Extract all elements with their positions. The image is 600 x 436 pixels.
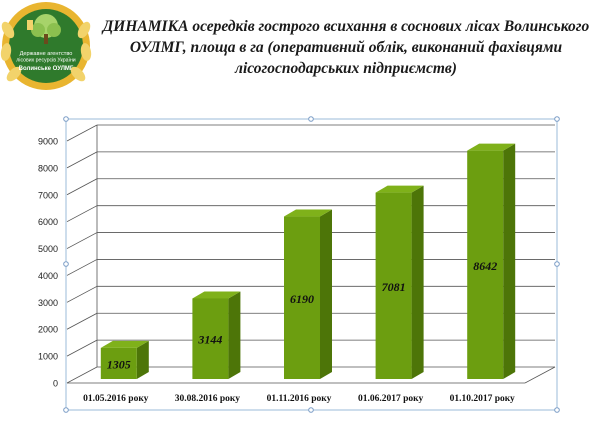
side-gridline-1 (66, 339, 98, 357)
bar-side-0 (136, 340, 149, 379)
floor-right-line (524, 366, 556, 384)
y-tick-label-9: 9000 (38, 137, 58, 147)
x-tick-label-3: 01.06.2017 року (358, 394, 423, 404)
page-title: ДИНАМІКА осередків гострого всихання в с… (98, 16, 594, 79)
bar-chart: 0 1000 2000 3000 4000 5000 6000 7000 8000 9000 13… (38, 116, 560, 413)
bar-front-4 (467, 150, 504, 379)
x-tick-label-2: 01.11.2016 року (267, 394, 332, 404)
data-label-2: 6190 (290, 292, 314, 306)
frame-handle-7 (308, 407, 314, 413)
side-gridline-9 (66, 124, 98, 142)
y-axis-ticks: 0 1000 2000 3000 4000 5000 6000 7000 8000 9000 (38, 137, 58, 389)
side-gridline-3 (66, 285, 98, 303)
y-tick-label-0: 0 (53, 379, 58, 389)
bar-top-2 (284, 209, 332, 217)
data-label-3: 7081 (382, 280, 406, 294)
bar-top-0 (100, 340, 149, 348)
bar-top-4 (467, 143, 516, 151)
bar-3 (375, 185, 424, 379)
frame-handle-3 (554, 407, 560, 413)
logo-line-3: Волинське ОУЛМГ (19, 66, 74, 72)
bar-2 (284, 209, 332, 379)
bar-top-3 (375, 185, 424, 193)
side-gridline-0 (66, 366, 98, 384)
frame-handle-0 (63, 116, 69, 122)
data-label-4: 8642 (473, 259, 497, 273)
bar-front-1 (192, 298, 229, 379)
x-tick-label-1: 30.08.2016 року (175, 394, 240, 404)
y-tick-label-1: 1000 (38, 352, 58, 362)
y-tick-label-6: 6000 (38, 217, 58, 227)
bar-side-3 (411, 185, 424, 379)
bar-side-2 (320, 209, 332, 379)
agency-logo: Державне агентство лісових ресурсів Укра… (0, 0, 93, 93)
y-tick-label-2: 2000 (38, 325, 58, 335)
chart-bars (100, 143, 516, 379)
x-tick-label-0: 01.05.2016 року (83, 394, 148, 404)
side-gridline-8 (66, 151, 98, 169)
y-tick-label-8: 8000 (38, 163, 58, 173)
side-gridline-4 (66, 259, 98, 276)
x-tick-label-4: 01.10.2017 року (450, 394, 515, 404)
frame-handle-6 (308, 116, 314, 122)
x-axis-ticks: 01.05.2016 року 30.08.2016 року 01.11.2016… (83, 394, 515, 404)
chart-frame (63, 116, 560, 413)
data-labels: 1305 3144 6190 7081 8642 (107, 259, 497, 372)
side-gridline-5 (66, 232, 98, 249)
bar-side-4 (503, 143, 516, 379)
title-lead: ДИНАМІКА (102, 18, 189, 35)
bar-0 (100, 340, 149, 379)
bar-front-3 (375, 192, 412, 379)
bar-side-1 (228, 291, 241, 379)
data-label-0: 1305 (107, 357, 131, 371)
bar-4 (467, 143, 516, 379)
frame-handle-2 (63, 407, 69, 413)
frame-handle-4 (63, 261, 69, 267)
y-tick-label-4: 4000 (38, 271, 58, 281)
side-gridline-7 (66, 178, 98, 196)
oak-leaves-icon (0, 21, 92, 82)
side-gridline-2 (66, 312, 98, 330)
frame-handle-5 (554, 261, 560, 267)
bar-front-0 (100, 347, 137, 379)
data-label-1: 3144 (197, 333, 222, 347)
y-tick-label-3: 3000 (38, 298, 58, 308)
frame-handle-1 (554, 116, 560, 122)
agency-logo-emblem: Державне агентство лісових ресурсів Укра… (0, 2, 92, 90)
bar-1 (192, 291, 241, 379)
logo-line-2: лісових ресурсів України (16, 58, 76, 64)
logo-line-1: Державне агентство (20, 51, 73, 57)
tree-icon (31, 14, 61, 44)
bar-top-1 (192, 291, 241, 299)
title-rest: осередків гострого всихання в соснових л… (129, 18, 590, 77)
trident-icon (27, 20, 33, 30)
y-tick-label-7: 7000 (38, 190, 58, 200)
bar-front-2 (284, 216, 320, 379)
y-tick-label-5: 5000 (38, 244, 58, 254)
side-gridline-6 (66, 205, 98, 223)
